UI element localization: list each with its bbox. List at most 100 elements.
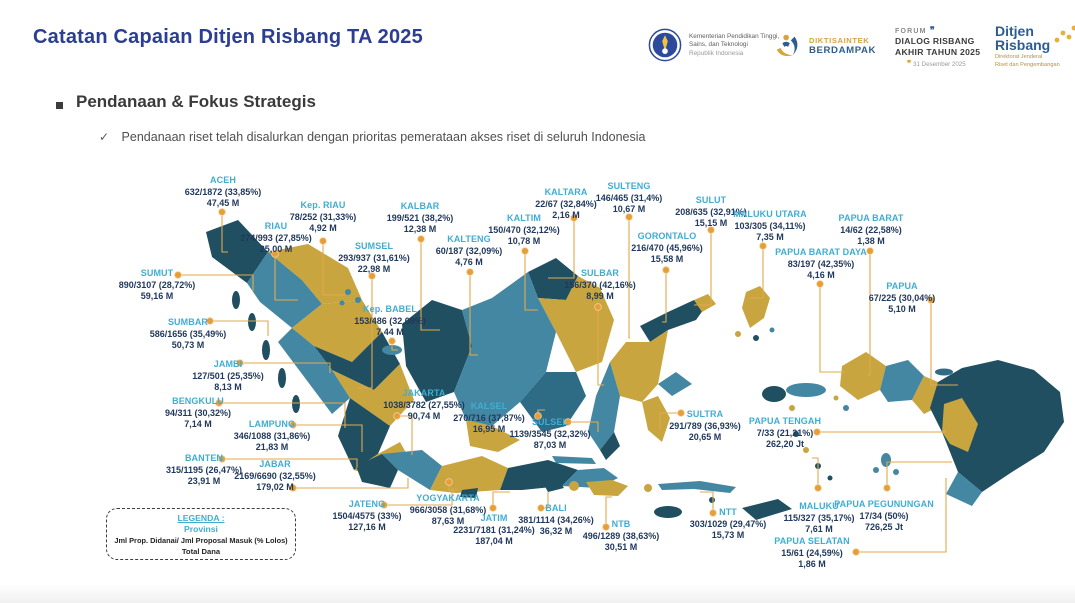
province-callout-maluku-utara: MALUKU UTARA 103/305 (34,11%) 7,35 M [733,209,807,244]
province-total: 36,32 M [539,526,573,536]
province-total: 7,44 M [376,327,404,337]
province-name: PAPUA SELATAN [774,536,850,546]
province-total: 7,14 M [184,419,212,429]
province-total: 8,13 M [214,382,242,392]
province-callout-jambi: JAMBI 127/501 (25,35%) 8,13 M [192,359,264,394]
province-callout-sulbar: SULBAR 156/370 (42,16%) 8,99 M [564,268,636,303]
province-callout-papua-barat-daya: PAPUA BARAT DAYA 83/197 (42,35%) 4,16 M [775,247,867,282]
province-name: BENGKULU [172,396,224,406]
province-ratio: 115/327 (35,17%) [783,512,855,523]
province-ratio: 381/1114 (34,26%) [518,514,594,525]
province-name: JATENG [348,499,386,509]
province-callout-jakarta: JAKARTA 1038/3782 (27,55%) 90,74 M [383,388,465,423]
province-ratio: 315/1195 (26,47%) [165,464,243,475]
province-callout-papua: PAPUA 67/225 (30,04%) 5,10 M [869,281,936,316]
quote-icon: ❞ [929,25,935,35]
province-name: KALTARA [544,187,588,197]
province-total: 15,15 M [694,218,728,228]
province-name: PAPUA [886,281,918,291]
section-title: Pendanaan & Fokus Strategis [76,92,316,111]
province-ratio: 153/486 (32,08%) [354,315,426,326]
province-name: SULUT [695,195,727,205]
province-name: JATIM [480,513,508,523]
province-total: 87,03 M [533,440,567,450]
province-callout-gorontalo: GORONTALO 216/470 (45,96%) 15,58 M [631,231,703,266]
province-callout-bengkulu: BENGKULU 94/311 (30,32%) 7,14 M [165,396,231,431]
kemdiktisaintek-emblem-icon [648,28,682,67]
province-ratio: 94/311 (30,32%) [164,407,232,418]
province-total: 90,74 M [407,411,441,421]
province-callout-papua-tengah: PAPUA TENGAH 7/33 (21,21%) 262,20 Jt [749,416,821,451]
province-total: 2,16 M [552,210,580,220]
province-name: PAPUA TENGAH [748,416,822,426]
province-total: 7,35 M [756,232,784,242]
province-callout-jabar: JABAR 2169/6690 (32,55%) 179,02 M [234,459,316,494]
province-callout-bali: BALI 381/1114 (34,26%) 36,32 M [518,503,594,538]
province-callout-banten: BANTEN 315/1195 (26,47%) 23,91 M [166,453,242,488]
province-ratio: 1038/3782 (27,55%) [383,399,465,410]
province-total: 1,38 M [857,236,885,246]
province-callout-sulteng: SULTENG 146/465 (31,4%) 10,67 M [596,181,663,216]
berdampak-word: BERDAMPAK [809,45,877,56]
province-name: YOGYAKARTA [416,493,480,503]
province-ratio: 15/61 (24,59%) [781,547,843,558]
province-ratio: 103/305 (34,11%) [734,220,806,231]
province-name: MALUKU UTARA [733,209,807,219]
province-total: 59,16 M [140,291,174,301]
province-total: 22,98 M [357,264,391,274]
province-total: 1,86 M [798,559,826,569]
province-total: 15,58 M [650,254,684,264]
province-total: 4,76 M [455,257,483,267]
province-name: GORONTALO [637,231,697,241]
province-total: 4,16 M [807,270,835,280]
logo-forum-dialog-risbang: FORUM ❞ DIALOG RISBANG AKHIR TAHUN 2025 … [895,26,995,69]
province-name: SUMBAR [167,317,209,327]
province-ratio: 966/3058 (31,68%) [409,504,487,515]
province-total: 127,16 M [348,522,386,532]
province-ratio: 14/62 (22,58%) [840,224,902,235]
province-callout-sumbar: SUMBAR 586/1656 (35,49%) 50,73 M [150,317,227,352]
province-total: 47,45 M [206,198,240,208]
province-callout-aceh: ACEH 632/1872 (33,85%) 47,45 M [185,175,262,210]
province-name: KALSEL [470,401,508,411]
province-callout-kep-riau: Kep. RIAU 78/252 (31,33%) 4,92 M [290,200,357,235]
province-total: 8,99 M [586,291,614,301]
section-bullet-text: Pendanaan riset telah disalurkan dengan … [121,130,646,144]
province-callout-jateng: JATENG 1504/4575 (33%) 127,16 M [332,499,401,534]
province-name: SULTENG [607,181,651,191]
province-name: SUMSEL [354,241,394,251]
province-ratio: 2231/7181 (31,24%) [453,524,535,535]
province-ratio: 78/252 (31,33%) [289,211,357,222]
province-total: 12,38 M [403,224,437,234]
province-ratio: 303/1029 (29,47%) [689,518,767,529]
forum-line3: AKHIR TAHUN 2025 [895,46,981,57]
province-total: 10,67 M [612,204,646,214]
province-callout-kalteng: KALTENG 60/187 (32,09%) 4,76 M [436,234,503,269]
province-name: MALUKU [799,501,839,511]
province-callout-kaltara: KALTARA 22/67 (32,84%) 2,16 M [535,187,597,222]
province-ratio: 2169/6690 (32,55%) [234,470,316,481]
province-ratio: 270/716 (37,87%) [453,412,525,423]
province-name: BANTEN [184,453,224,463]
forum-word: FORUM [895,28,927,35]
diktisaintek-word: DIKTISAINTEK [809,36,870,45]
ministry-name-line1: Kementerian Pendidikan Tinggi, [689,33,780,40]
province-ratio: 60/187 (32,09%) [435,245,503,256]
diktisaintek-swoosh-icon [773,30,803,65]
province-ratio: 1504/4575 (33%) [332,510,402,521]
quote-icon: ❞ [907,59,912,68]
province-name: SUMUT [140,268,174,278]
risbang-word: Risbang [995,37,1051,53]
province-name: LAMPUNG [248,419,296,429]
province-callout-maluku: MALUKU 115/327 (35,17%) 7,61 M [783,501,854,536]
checkmark-icon: ✓ [99,130,110,144]
province-name: KALTIM [507,213,541,223]
province-name: NTT [719,507,737,517]
ditjen-word: Ditjen [995,23,1034,39]
province-callout-ntt: NTT 303/1029 (29,47%) 15,73 M [690,507,767,542]
province-total: 20,65 M [688,432,722,442]
province-callout-sumsel: SUMSEL 293/937 (31,61%) 22,98 M [338,241,410,276]
province-name: BALI [545,503,567,513]
province-callout-lampung: LAMPUNG 346/1088 (31,86%) 21,83 M [234,419,311,454]
